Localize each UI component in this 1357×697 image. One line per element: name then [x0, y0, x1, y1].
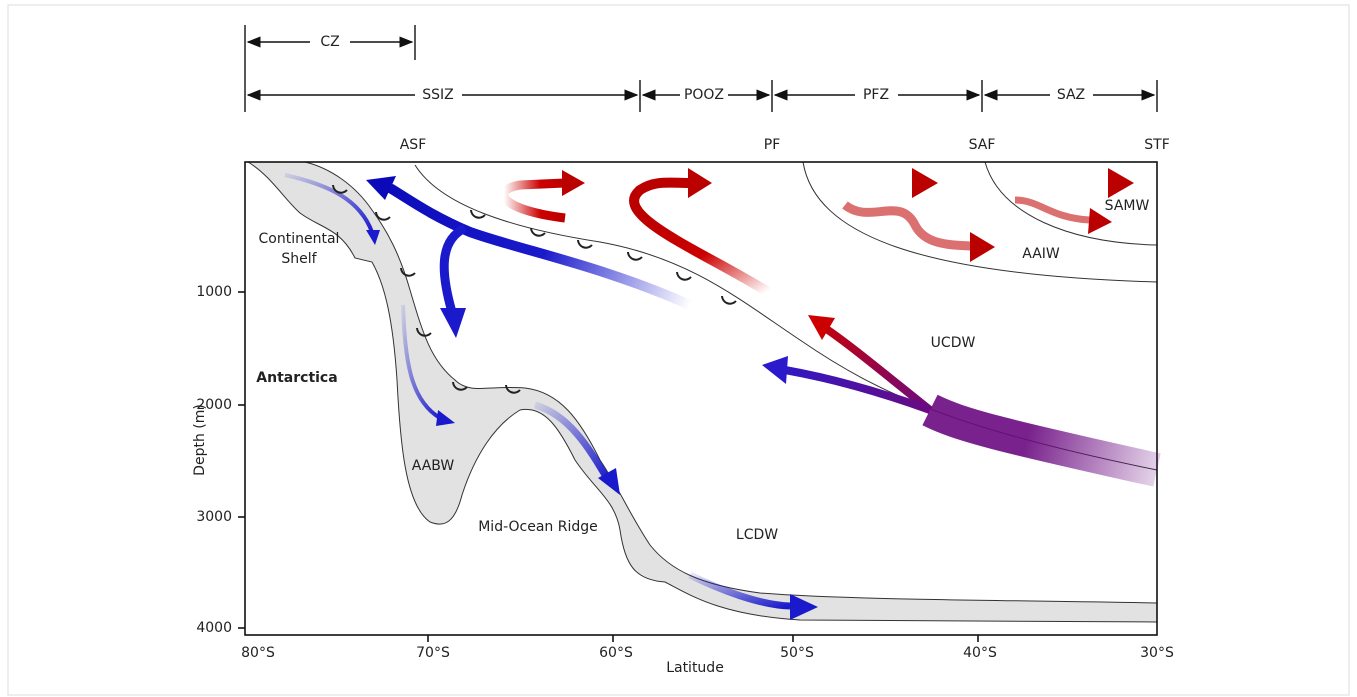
y-tick-label: 3000	[196, 509, 232, 525]
x-tick-label: 60°S	[599, 645, 633, 661]
y-tick-label: 1000	[196, 284, 232, 300]
isopycnal	[802, 161, 1158, 283]
zone-brackets	[244, 25, 1158, 112]
zone-label: PFZ	[863, 87, 889, 103]
x-tick-label: 80°S	[241, 645, 275, 661]
x-tick-label: 30°S	[1140, 645, 1174, 661]
x-tick-label: 50°S	[780, 645, 814, 661]
axes	[238, 161, 1158, 642]
y-axis-title: Depth (m)	[192, 404, 208, 476]
water-mass-label: LCDW	[736, 527, 778, 543]
frame	[7, 4, 1350, 696]
zone-label: POOZ	[684, 87, 724, 103]
region-label: Continental	[259, 231, 340, 247]
x-tick-label: 70°S	[416, 645, 450, 661]
y-tick-label: 2000	[196, 397, 232, 413]
front-label: STF	[1144, 137, 1170, 153]
zone-label: SSIZ	[422, 87, 454, 103]
mixing-eddies	[332, 184, 737, 394]
front-label: PF	[764, 137, 781, 153]
region-label: Mid-Ocean Ridge	[478, 519, 598, 535]
zone-label: SAZ	[1057, 87, 1085, 103]
region-label: Antarctica	[256, 370, 337, 386]
zone-label: CZ	[320, 34, 339, 50]
front-label: SAF	[969, 137, 996, 153]
water-mass-label: SAMW	[1105, 198, 1150, 214]
x-axis-title: Latitude	[666, 660, 724, 676]
region-label: Shelf	[281, 251, 317, 267]
circulation-arrows	[284, 168, 1161, 620]
bottom-water-band	[246, 161, 1158, 623]
y-tick-label: 4000	[196, 620, 232, 636]
x-tick-label: 40°S	[963, 645, 997, 661]
water-mass-label: AABW	[412, 458, 455, 474]
water-mass-label: AAIW	[1022, 246, 1060, 262]
water-mass-label: UCDW	[931, 335, 976, 351]
front-label: ASF	[400, 137, 427, 153]
